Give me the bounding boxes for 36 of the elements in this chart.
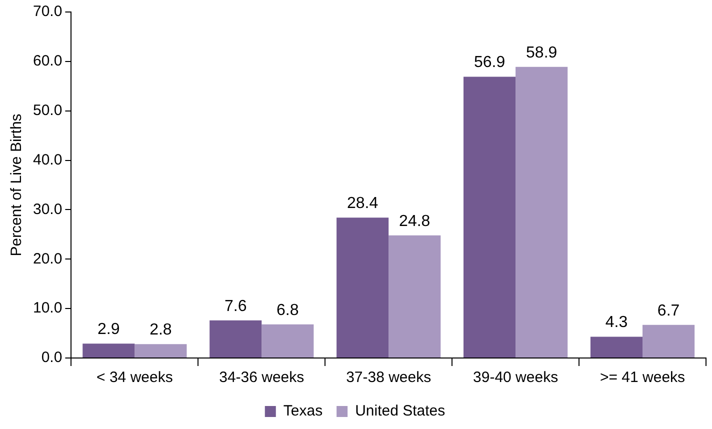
data-label: 7.6 bbox=[224, 298, 247, 315]
bar bbox=[642, 324, 695, 358]
bar bbox=[590, 336, 643, 358]
bar bbox=[210, 320, 262, 358]
legend-label: United States bbox=[355, 402, 446, 420]
data-label: 6.7 bbox=[657, 302, 680, 320]
x-tick-label: 34-36 weeks bbox=[219, 369, 304, 386]
y-tick-label: 20.0 bbox=[32, 250, 62, 268]
x-tick-label: >= 41 weeks bbox=[600, 369, 686, 386]
legend-label: Texas bbox=[283, 402, 323, 420]
bar bbox=[336, 218, 389, 358]
y-tick-label: 10.0 bbox=[32, 300, 62, 317]
x-tick-label: 37-38 weeks bbox=[346, 369, 432, 386]
bar bbox=[464, 76, 516, 358]
bar bbox=[388, 235, 441, 358]
bar bbox=[516, 66, 568, 358]
y-tick-label: 60.0 bbox=[32, 52, 62, 70]
x-tick-label: < 34 weeks bbox=[96, 369, 173, 386]
bar bbox=[82, 344, 135, 358]
data-label: 2.8 bbox=[150, 322, 172, 339]
y-tick-label: 40.0 bbox=[32, 151, 62, 168]
bar bbox=[134, 344, 187, 358]
y-tick-label: 0.0 bbox=[41, 349, 62, 366]
x-tick-label: 39-40 weeks bbox=[473, 369, 558, 386]
data-label: 58.9 bbox=[526, 44, 558, 62]
y-tick-label: 50.0 bbox=[32, 102, 62, 119]
bar bbox=[262, 324, 314, 358]
data-label: 2.9 bbox=[98, 321, 120, 338]
y-tick-label: 70.0 bbox=[32, 3, 62, 20]
y-tick-label: 30.0 bbox=[32, 200, 62, 218]
data-label: 6.8 bbox=[276, 302, 299, 319]
data-label: 56.9 bbox=[474, 54, 506, 72]
y-axis-title: Percent of Live Births bbox=[8, 114, 26, 256]
data-label: 28.4 bbox=[347, 195, 378, 212]
data-label: 4.3 bbox=[605, 314, 628, 332]
data-label: 24.8 bbox=[399, 212, 430, 230]
